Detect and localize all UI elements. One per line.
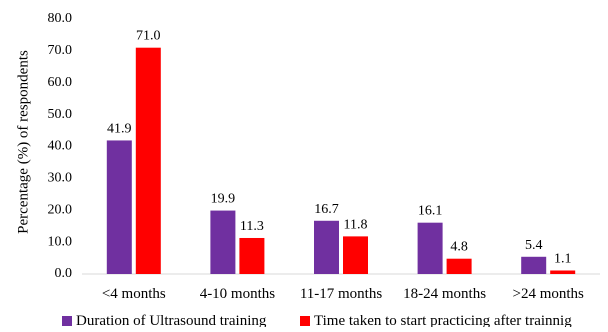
y-tick-label: 20.0 bbox=[48, 202, 73, 217]
bar-time-to-practice bbox=[446, 258, 472, 274]
bar-training-duration bbox=[521, 256, 547, 274]
y-axis-label: Percentage (%) of respondents bbox=[15, 50, 31, 234]
data-label: 41.9 bbox=[107, 121, 132, 136]
x-category-label: 4-10 months bbox=[200, 286, 276, 302]
bar-training-duration bbox=[210, 210, 236, 274]
y-tick-label: 80.0 bbox=[48, 11, 73, 26]
bar-training-duration bbox=[106, 140, 132, 274]
legend-swatch bbox=[300, 316, 310, 326]
bar-time-to-practice bbox=[135, 47, 161, 274]
y-tick-label: 40.0 bbox=[48, 139, 73, 154]
legend-label: Duration of Ultrasound training bbox=[76, 313, 267, 327]
data-label: 16.1 bbox=[418, 204, 443, 219]
legend-label: Time taken to start practicing after tra… bbox=[314, 313, 572, 327]
x-category-label: 11-17 months bbox=[300, 286, 383, 302]
data-label: 5.4 bbox=[525, 238, 543, 253]
y-tick-label: 0.0 bbox=[55, 266, 73, 281]
y-tick-label: 30.0 bbox=[48, 171, 73, 186]
bar-time-to-practice bbox=[239, 237, 265, 274]
data-label: 71.0 bbox=[136, 29, 161, 44]
y-tick-label: 10.0 bbox=[48, 234, 73, 249]
data-label: 4.8 bbox=[450, 240, 468, 255]
bar-time-to-practice bbox=[343, 236, 368, 274]
data-labels-layer: 41.9 71.0 19.9 11.3 16.7 11.8 16.1 4.8 5.4 1.1 bbox=[107, 29, 571, 267]
x-category-label: >24 months bbox=[513, 286, 585, 302]
bar-training-duration bbox=[417, 222, 443, 274]
x-category-label: <4 months bbox=[102, 286, 166, 302]
x-category-label: 18-24 months bbox=[403, 286, 486, 302]
y-tick-label: 70.0 bbox=[48, 43, 73, 58]
y-tick-label: 60.0 bbox=[48, 75, 73, 90]
data-label: 19.9 bbox=[211, 192, 236, 207]
bar-time-to-practice bbox=[550, 270, 576, 274]
data-label: 16.7 bbox=[314, 202, 339, 217]
data-label: 11.3 bbox=[240, 219, 264, 234]
data-label: 1.1 bbox=[554, 251, 572, 266]
axis-layer: 0.0 10.0 20.0 30.0 40.0 50.0 60.0 70.0 80.0 <4 mo… bbox=[48, 11, 600, 302]
legend-swatch bbox=[62, 316, 72, 326]
y-tick-label: 50.0 bbox=[48, 107, 73, 122]
bars-layer bbox=[106, 47, 576, 274]
data-label: 11.8 bbox=[344, 217, 368, 232]
legend: Duration of Ultrasound training Time take… bbox=[62, 313, 572, 329]
bar-training-duration bbox=[314, 220, 339, 274]
